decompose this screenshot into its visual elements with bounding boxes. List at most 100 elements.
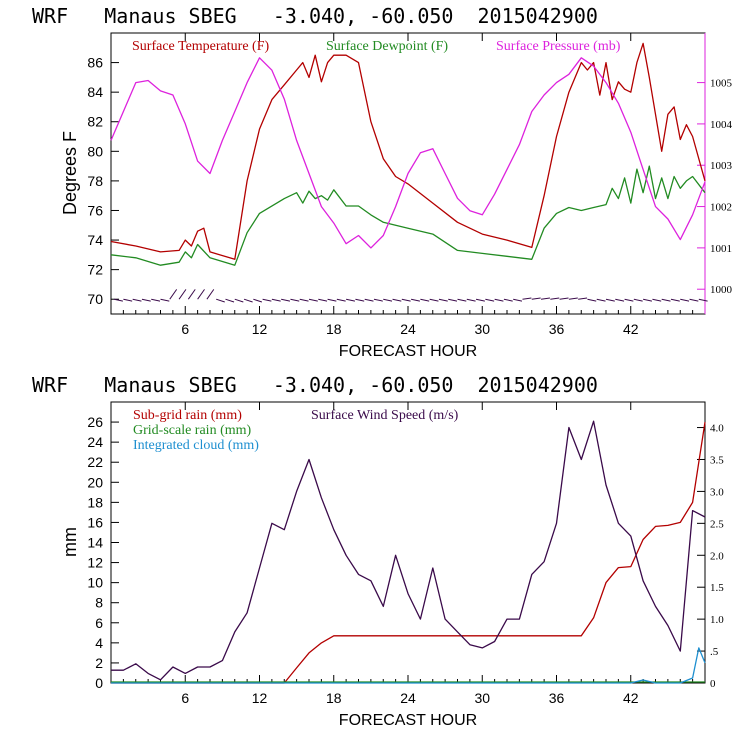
x-tick-label: 12 — [252, 690, 268, 706]
wind-barb — [271, 298, 281, 302]
wind-barb — [466, 298, 476, 302]
y2-tick-label: 3.5 — [710, 454, 724, 466]
y2-tick-label: 1.0 — [710, 614, 724, 626]
axis-ticks: 6 12 18 24 30 36 42024681012141618202224260.51… — [87, 402, 724, 706]
y-tick-label: 8 — [95, 595, 103, 611]
wind-barb — [141, 298, 151, 302]
series-lines — [110, 42, 706, 266]
x-tick-label: 18 — [326, 690, 342, 706]
wind-barb — [420, 298, 430, 302]
legend-dewpoint: Surface Dewpoint (F) — [326, 39, 448, 54]
wind-barb — [475, 298, 485, 302]
x-tick-label: 36 — [549, 690, 565, 706]
wind-barb — [197, 289, 205, 300]
legend-gridscale-rain: Grid-scale rain (mm) — [133, 423, 252, 438]
x-tick-label: 6 — [181, 321, 189, 337]
y-tick-label: 72 — [87, 262, 103, 278]
y-tick-label: 80 — [87, 143, 103, 159]
wind-barb — [178, 289, 187, 300]
x-axis-label: FORECAST HOUR — [339, 712, 477, 729]
wind-barb — [531, 297, 541, 300]
wind-barb — [438, 298, 448, 302]
wind-barb — [661, 298, 671, 302]
y2-tick-label: 1001 — [710, 243, 732, 255]
x-tick-label: 30 — [474, 321, 490, 337]
wind-barb — [364, 298, 374, 302]
wind-barb — [596, 298, 606, 302]
series-line-0 — [111, 422, 706, 684]
x-tick-label: 24 — [400, 321, 416, 337]
wind-barb — [587, 298, 597, 302]
wind-barb — [392, 298, 402, 302]
y2-tick-label: 1004 — [710, 119, 733, 131]
series-line-0 — [110, 42, 706, 260]
wind-barb — [234, 298, 244, 303]
wind-barb — [540, 297, 551, 300]
legend-subgrid-rain: Sub-grid rain (mm) — [133, 408, 242, 423]
y-tick-label: 74 — [87, 232, 103, 248]
wind-barb — [680, 298, 690, 302]
wind-barb — [698, 298, 708, 302]
wind-barb — [485, 298, 495, 302]
wind-barb — [605, 298, 615, 302]
y2-tick-label: 1.5 — [710, 582, 724, 594]
wind-barb — [346, 298, 356, 302]
wind-barb — [568, 297, 578, 300]
wind-barb — [327, 298, 337, 302]
legend: Sub-grid rain (mm) Grid-scale rain (mm) … — [133, 408, 459, 453]
wind-barb — [615, 298, 625, 302]
x-tick-label: 42 — [623, 690, 639, 706]
y-tick-label: 20 — [87, 474, 103, 490]
y-tick-label: 78 — [87, 173, 103, 189]
legend-temperature: Surface Temperature (F) — [132, 39, 269, 54]
y-tick-label: 70 — [87, 291, 103, 307]
y2-tick-label: 1003 — [710, 160, 733, 172]
wind-barb — [633, 298, 643, 302]
wind-barb — [559, 297, 569, 300]
wind-barb — [383, 298, 393, 302]
y-axis-label: Degrees F — [60, 131, 80, 215]
chart-title: WRF Manaus SBEG -3.040, -60.050 20150429… — [32, 373, 598, 397]
wind-barb — [578, 297, 588, 300]
y-tick-label: 82 — [87, 114, 103, 130]
x-tick-label: 6 — [181, 690, 189, 706]
legend-wind-speed: Surface Wind Speed (m/s) — [311, 408, 459, 423]
wind-barb — [522, 297, 532, 300]
y-tick-label: 18 — [87, 494, 103, 510]
y-tick-label: 12 — [87, 555, 103, 571]
wind-barb — [355, 298, 365, 302]
y2-tick-label: .5 — [710, 646, 719, 658]
y-tick-label: 24 — [87, 434, 103, 450]
wind-barb — [494, 298, 504, 302]
wind-barb — [151, 298, 161, 302]
wind-barb — [318, 298, 328, 302]
wind-barb — [503, 298, 513, 302]
y-tick-label: 10 — [87, 575, 103, 591]
y2-tick-label: 0 — [710, 678, 716, 690]
wind-barb — [308, 298, 318, 302]
wind-barb — [299, 298, 309, 302]
y-tick-label: 2 — [95, 655, 103, 671]
x-axis-label: FORECAST HOUR — [339, 343, 477, 360]
temperature-panel: WRF Manaus SBEG -3.040, -60.050 20150429… — [32, 4, 733, 360]
series-line-3 — [111, 420, 706, 681]
y2-tick-label: 1002 — [710, 202, 732, 214]
legend: Surface Temperature (F) Surface Dewpoint… — [132, 39, 621, 54]
y2-tick-label: 2.0 — [710, 550, 724, 562]
y-axis-label: mm — [60, 527, 80, 557]
axis-ticks: 6 12 18 24 30 36 42 70 72 74 76 78 80 82 84 86 1000 1001 1… — [87, 33, 733, 337]
wind-barb — [670, 298, 680, 302]
y-tick-label: 6 — [95, 615, 103, 631]
wind-barb — [550, 297, 560, 300]
y-tick-label: 0 — [95, 675, 103, 691]
legend-pressure: Surface Pressure (mb) — [496, 39, 621, 54]
wind-barb — [401, 298, 411, 302]
wind-barb — [253, 298, 263, 303]
legend-integrated-cloud: Integrated cloud (mm) — [133, 438, 259, 453]
wind-barb — [429, 298, 439, 302]
wind-barbs — [113, 289, 708, 303]
y2-tick-label: 1000 — [710, 284, 733, 296]
series-line-1 — [110, 165, 706, 266]
x-tick-label: 12 — [252, 321, 268, 337]
